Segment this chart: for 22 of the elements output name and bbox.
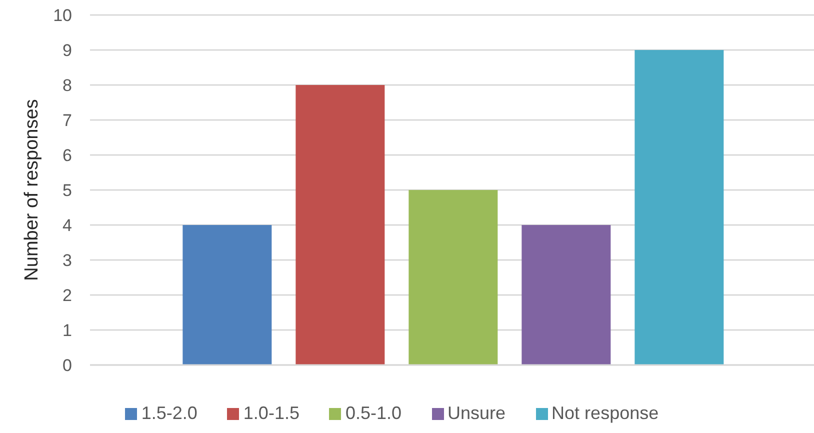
legend-label: 1.5-2.0 — [141, 403, 198, 423]
y-tick-label: 1 — [62, 321, 72, 340]
y-tick-label: 6 — [62, 146, 72, 166]
legend-label: Unsure — [448, 403, 506, 423]
bar — [634, 50, 724, 365]
bar — [408, 190, 498, 365]
y-tick-label: 8 — [62, 76, 72, 96]
bar — [182, 225, 272, 365]
y-tick-label: 0 — [62, 356, 72, 376]
y-axis-title: Number of responses — [22, 99, 42, 281]
y-tick-label: 9 — [62, 41, 72, 60]
y-tick-label: 5 — [62, 181, 72, 200]
y-tick-label: 2 — [62, 286, 72, 306]
legend-label: Not response — [552, 403, 659, 423]
y-tick-label: 7 — [62, 111, 72, 130]
bar — [296, 85, 385, 365]
legend-label: 1.0-1.5 — [243, 403, 300, 423]
bar — [522, 225, 611, 365]
legend-label: 0.5-1.0 — [345, 403, 402, 423]
y-tick-label: 4 — [62, 216, 72, 236]
y-tick-label: 3 — [62, 251, 72, 270]
y-tick-label: 10 — [53, 6, 72, 26]
